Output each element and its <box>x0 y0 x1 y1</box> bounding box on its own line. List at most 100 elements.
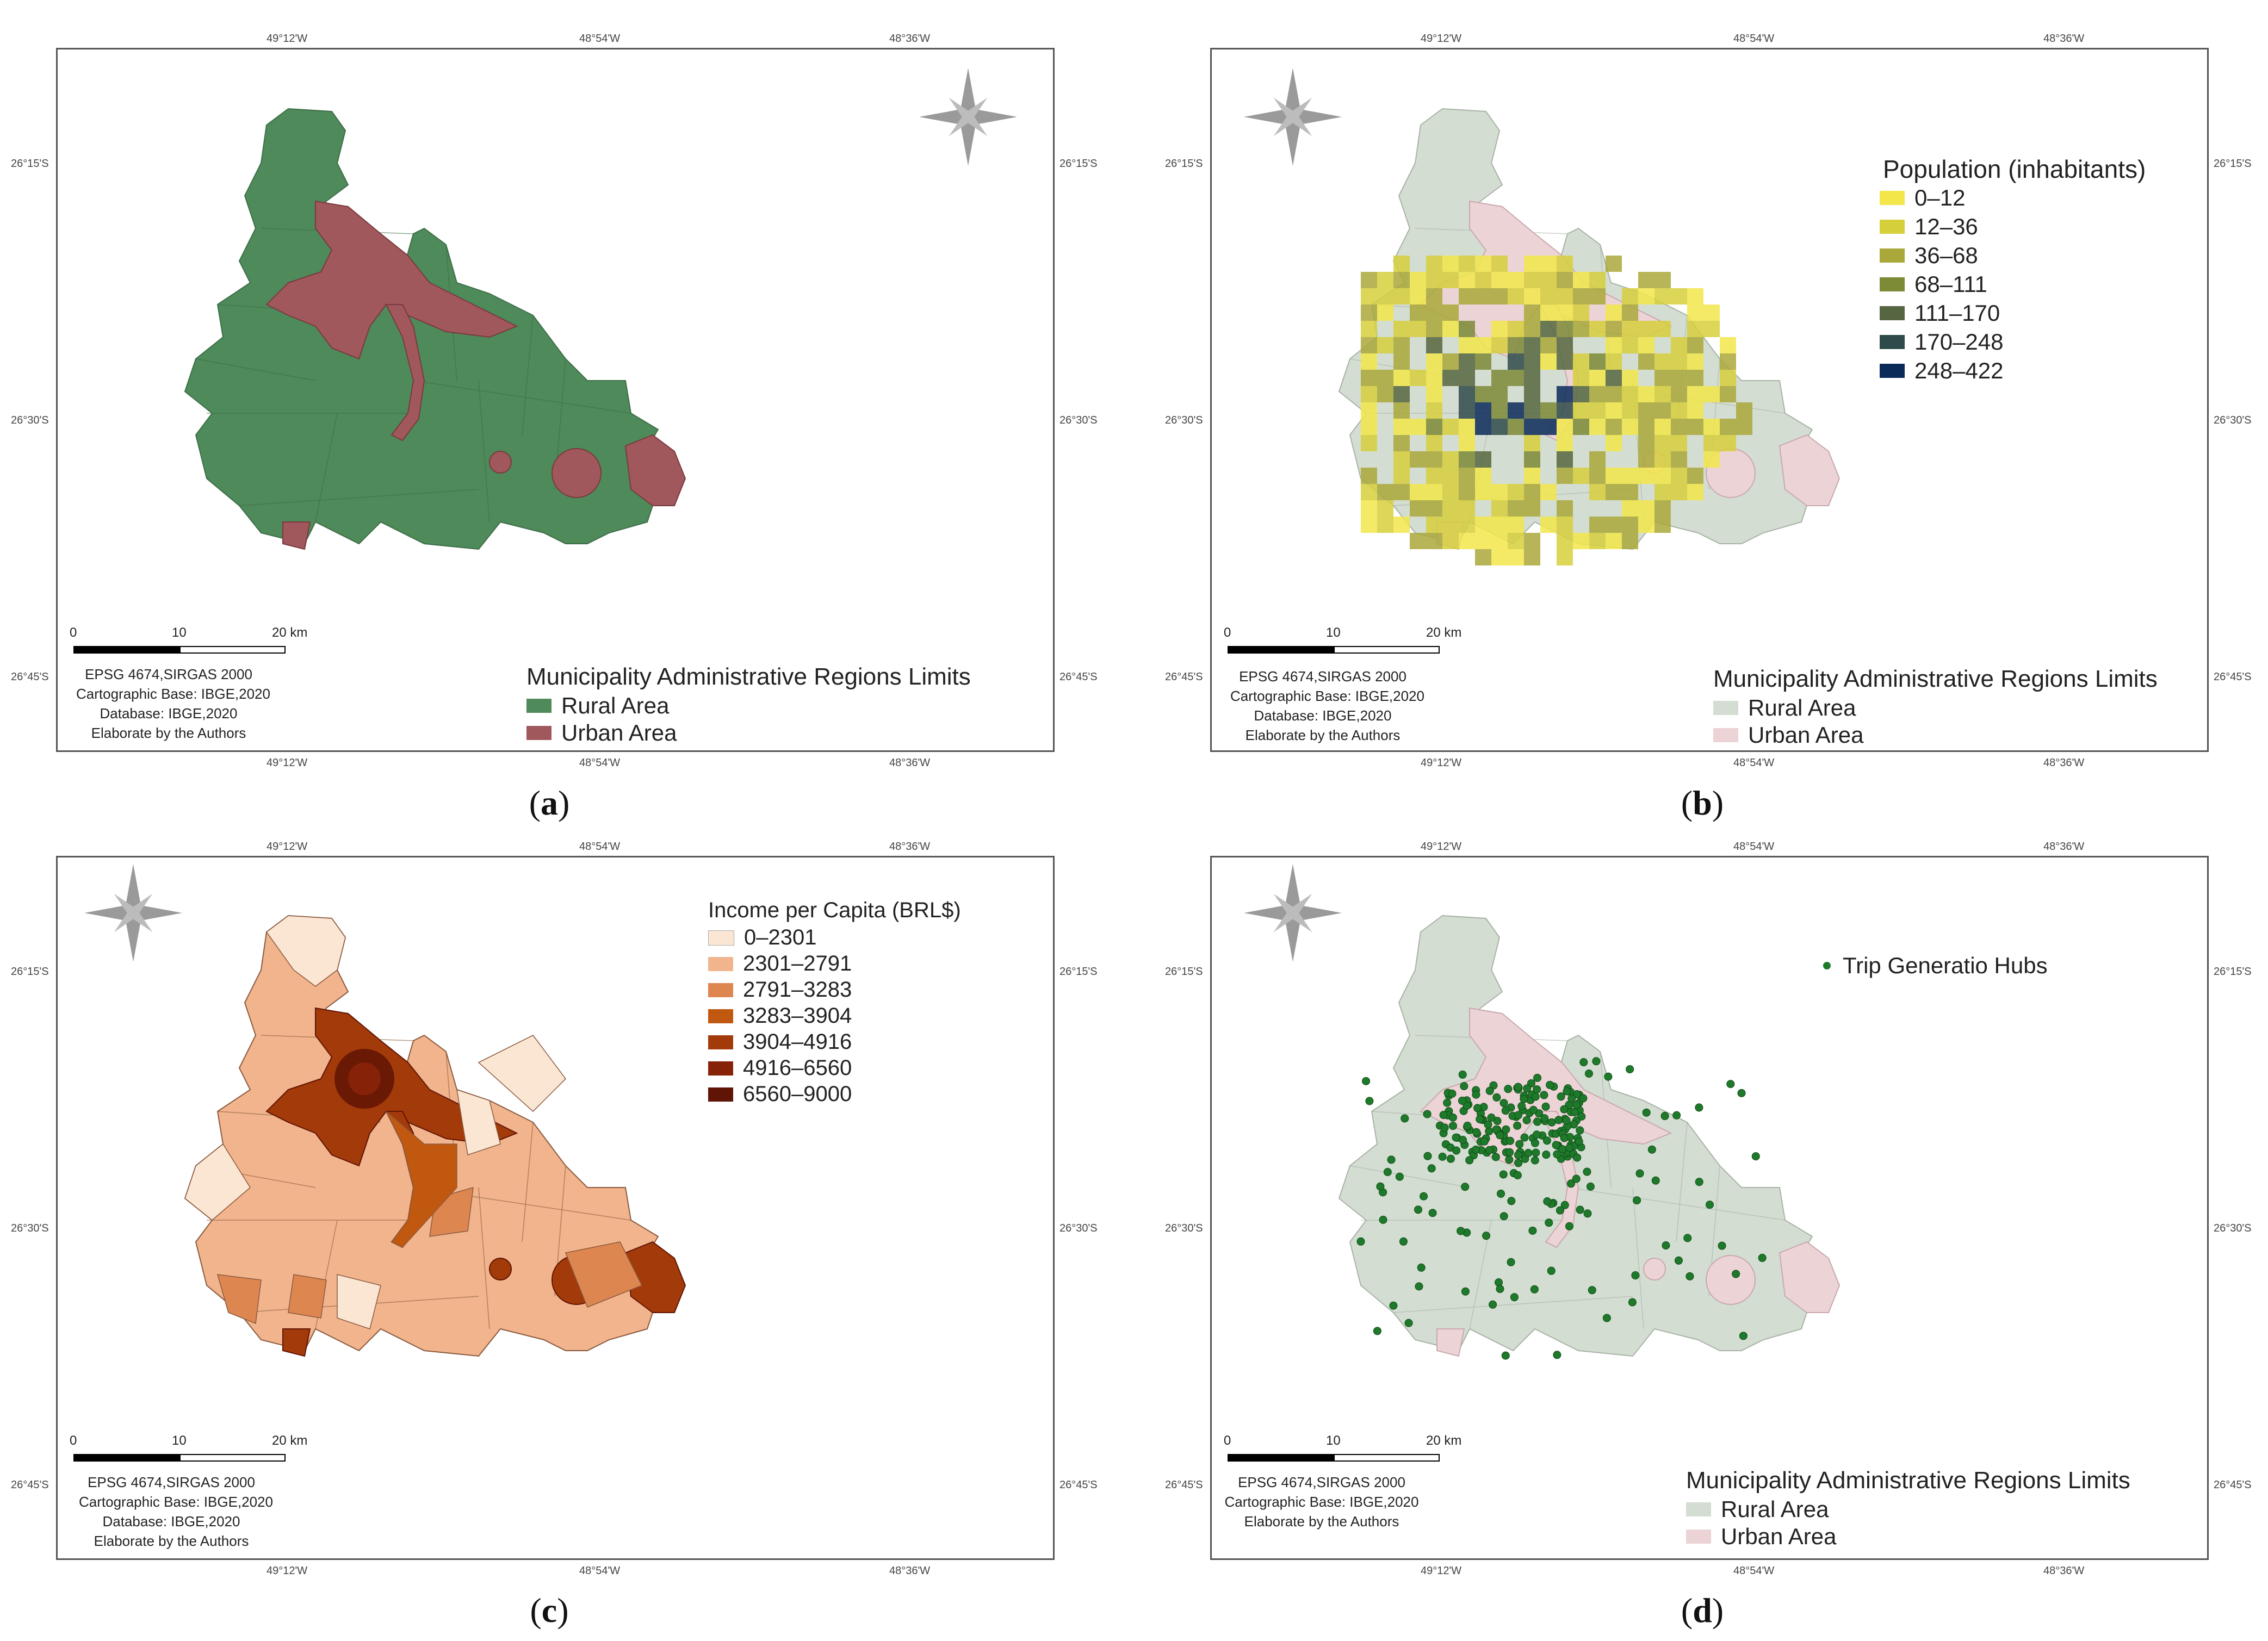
population-cell <box>1410 500 1426 517</box>
trip-hub-point <box>1383 1168 1392 1177</box>
population-cell <box>1622 337 1638 353</box>
population-cell <box>1361 353 1377 370</box>
population-cell <box>1654 402 1671 419</box>
trip-hub-point <box>1683 1234 1692 1242</box>
scale-label: 10 <box>172 1433 187 1448</box>
population-cell <box>1459 468 1475 484</box>
population-cell <box>1475 517 1491 533</box>
population-cell <box>1606 304 1622 321</box>
region-boundary <box>239 489 479 506</box>
trip-hub-point <box>1642 1108 1651 1117</box>
legend-item: 68–111 <box>1880 271 1987 297</box>
population-cell <box>1393 353 1410 370</box>
population-cell <box>1589 386 1606 402</box>
trip-hub-point <box>1531 1092 1540 1101</box>
population-cell <box>1361 419 1377 435</box>
trip-hub-point <box>1472 1090 1480 1099</box>
lat-label: 26°30'S <box>2214 414 2252 426</box>
population-cell <box>1654 288 1671 304</box>
population-cell <box>1557 337 1573 353</box>
population-cell <box>1491 500 1508 517</box>
population-cell <box>1622 288 1638 304</box>
urban-area <box>282 521 311 550</box>
population-cell <box>1687 484 1703 500</box>
lat-label: 26°45'S <box>11 671 49 683</box>
income-region <box>216 1274 262 1325</box>
population-cell <box>1442 321 1459 337</box>
population-cell <box>1589 468 1606 484</box>
region-boundary <box>522 1122 534 1242</box>
scale-label: 0 <box>70 1433 77 1448</box>
population-cell <box>1589 353 1606 370</box>
population-cell <box>1524 353 1540 370</box>
trip-hub-point <box>1739 1332 1748 1340</box>
population-cell <box>1703 386 1720 402</box>
trip-hub-point <box>1448 1122 1457 1130</box>
population-cell <box>1622 468 1638 484</box>
population-cell <box>1475 256 1491 272</box>
population-cell <box>1426 256 1442 272</box>
trip-hub-point <box>1427 1164 1436 1173</box>
scale-label: 10 <box>172 625 187 640</box>
population-cell <box>1426 533 1442 549</box>
lat-label: 26°15'S <box>2214 966 2252 978</box>
scale-label: 20 km <box>1426 1433 1462 1448</box>
population-cell <box>1524 370 1540 386</box>
population-cell <box>1654 419 1671 435</box>
trip-hub-point <box>1461 1183 1470 1191</box>
population-cell <box>1410 321 1426 337</box>
population-cell <box>1426 321 1442 337</box>
population-cell <box>1573 353 1589 370</box>
population-cell <box>1459 500 1475 517</box>
population-cell <box>1475 419 1491 435</box>
trip-hub-point <box>1448 1113 1457 1122</box>
population-cell <box>1377 288 1393 304</box>
trip-hub-point <box>1530 1285 1539 1294</box>
trip-hub-point <box>1501 1351 1510 1360</box>
trip-hub-point <box>1647 1145 1656 1154</box>
population-cell <box>1720 370 1736 386</box>
trip-hub-point <box>1662 1241 1670 1250</box>
trip-hub-point <box>1575 1137 1583 1146</box>
trip-hub-point <box>1567 1094 1576 1103</box>
population-cell <box>1687 370 1703 386</box>
trip-hub-point <box>1507 1258 1515 1266</box>
population-cell <box>1606 435 1622 451</box>
population-cell <box>1606 517 1622 533</box>
population-cell <box>1573 402 1589 419</box>
population-cell <box>1557 451 1573 468</box>
population-cell <box>1475 468 1491 484</box>
population-cell <box>1606 484 1622 500</box>
map-panel-d <box>1154 807 2268 1641</box>
population-cell <box>1442 304 1459 321</box>
population-cell <box>1475 272 1491 288</box>
legend-item: 3283–3904 <box>708 1004 852 1028</box>
population-cell <box>1720 337 1736 353</box>
trip-hub-point <box>1541 1102 1550 1111</box>
trip-hub-point <box>1472 1128 1481 1136</box>
trip-hub-point <box>1452 1133 1460 1142</box>
urban-area <box>624 1241 686 1313</box>
compass-rose-icon <box>919 68 1017 166</box>
trip-hub-point <box>1528 1226 1537 1235</box>
lat-label: 26°45'S <box>1165 1479 1203 1491</box>
population-cell <box>1557 353 1573 370</box>
legend-item: 12–36 <box>1880 214 1978 240</box>
trip-hub-point <box>1420 1192 1428 1201</box>
population-cell <box>1557 386 1573 402</box>
scale-label: 10 <box>1326 1433 1341 1448</box>
trip-hub-point <box>1497 1189 1505 1198</box>
population-cell <box>1361 484 1377 500</box>
trip-hub-point <box>1362 1077 1371 1085</box>
urban-area <box>1643 1258 1666 1281</box>
trip-hub-point <box>1533 1085 1541 1094</box>
trip-hub-point <box>1379 1215 1387 1224</box>
population-cell <box>1638 468 1654 484</box>
map-canvas <box>184 68 1017 550</box>
population-cell <box>1508 549 1524 565</box>
trip-hub-point <box>1576 1126 1584 1135</box>
population-cell <box>1475 533 1491 549</box>
population-cell <box>1654 500 1671 517</box>
trip-hub-point <box>1504 1085 1513 1093</box>
population-cell <box>1524 484 1540 500</box>
